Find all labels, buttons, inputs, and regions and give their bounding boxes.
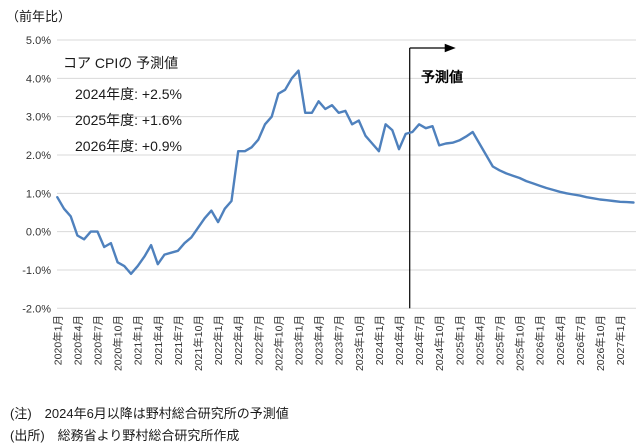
core-cpi-series-line — [56, 69, 635, 275]
x-tick-label: 2026年4月 — [554, 315, 567, 365]
x-tick-label: 2024年7月 — [413, 315, 426, 365]
x-tick-label: 2020年7月 — [92, 315, 105, 365]
y-tick-label: 2.0% — [26, 150, 51, 162]
y-tick-label: 3.0% — [26, 112, 51, 124]
x-tick-label: 2025年10月 — [514, 315, 527, 371]
y-tick-label: 0.0% — [26, 227, 51, 239]
source-text: (出所) 総務省より野村総合研究所作成 — [10, 428, 240, 443]
y-tick-label: -2.0% — [22, 303, 51, 315]
x-tick-label: 2022年4月 — [232, 315, 245, 365]
y-tick-label: 5.0% — [26, 35, 51, 47]
x-tick-label: 2021年10月 — [192, 315, 205, 371]
x-tick-label: 2023年7月 — [333, 315, 346, 365]
x-tick-label: 2021年7月 — [172, 315, 185, 365]
x-tick-label: 2026年10月 — [594, 315, 607, 371]
x-tick-label: 2023年10月 — [353, 315, 366, 371]
x-tick-label: 2024年4月 — [393, 315, 406, 365]
x-tick-label: 2027年1月 — [614, 315, 627, 365]
forecast-region-label: 予測値 — [421, 69, 463, 85]
x-tick-label: 2021年4月 — [152, 315, 165, 365]
x-tick-label: 2024年1月 — [373, 315, 386, 365]
x-tick-label: 2022年1月 — [212, 315, 225, 365]
y-axis-unit-label: （前年比） — [6, 9, 72, 24]
forecast-annotation-fy2024: 2024年度: +2.5% — [75, 86, 183, 102]
forecast-annotation-fy2026: 2026年度: +0.9% — [75, 138, 183, 154]
note-text: (注) 2024年6月以降は野村総合研究所の予測値 — [10, 406, 289, 421]
x-tick-label: 2020年1月 — [51, 315, 64, 365]
x-tick-label: 2026年1月 — [534, 315, 547, 365]
forecast-annotation-fy2025: 2025年度: +1.6% — [75, 112, 183, 128]
x-tick-label: 2025年4月 — [473, 315, 486, 365]
x-tick-label: 2026年7月 — [574, 315, 587, 365]
core-cpi-line-chart: 5.0%4.0%3.0%2.0%1.0%0.0%-1.0%-2.0%2020年1… — [22, 35, 636, 371]
x-tick-label: 2020年4月 — [71, 315, 84, 365]
forecast-arrow-head-icon — [444, 43, 456, 53]
x-tick-label: 2024年10月 — [433, 315, 446, 371]
y-tick-label: -1.0% — [22, 265, 51, 277]
x-tick-label: 2023年4月 — [313, 315, 326, 365]
x-tick-label: 2021年1月 — [132, 315, 145, 365]
y-tick-label: 1.0% — [26, 188, 51, 200]
x-tick-label: 2020年10月 — [112, 315, 125, 371]
x-tick-label: 2023年1月 — [293, 315, 306, 365]
x-tick-label: 2025年1月 — [453, 315, 466, 365]
x-tick-label: 2022年10月 — [272, 315, 285, 371]
forecast-annotation-title: コア CPIの 予測値 — [63, 55, 179, 71]
x-tick-label: 2025年7月 — [494, 315, 507, 365]
y-tick-label: 4.0% — [26, 73, 51, 85]
x-tick-label: 2022年7月 — [252, 315, 265, 365]
